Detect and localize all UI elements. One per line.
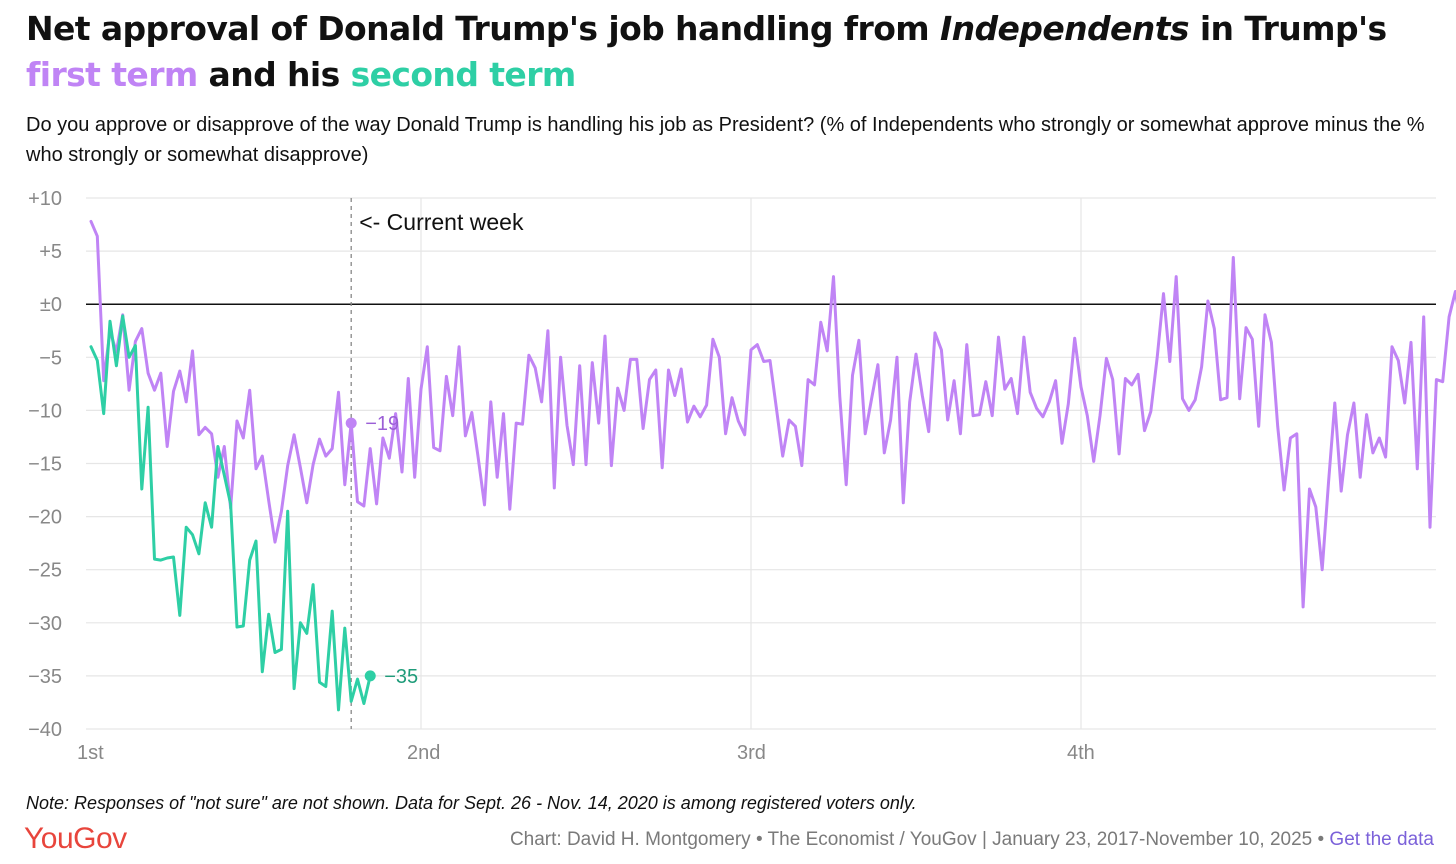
y-tick-label: −15 — [28, 454, 62, 476]
x-tick-label: 3rd — [737, 742, 766, 764]
y-tick-label: ±0 — [40, 294, 62, 316]
series-line-first-term — [89, 219, 1456, 609]
line-chart: +10 +5 ±0 −5 −10 −15 −20 −25 −30 −35 −40 1st 2nd 3rd… — [28, 188, 1456, 764]
footnote: Note: Responses of "not sure" are not sh… — [26, 793, 917, 813]
x-tick-label: 2nd — [407, 742, 440, 764]
end-value-label: −19 — [365, 413, 399, 435]
current-week-annotation: <- Current week — [359, 209, 524, 235]
end-labels: −19 −35 — [345, 413, 418, 688]
y-axis: +10 +5 ±0 −5 −10 −15 −20 −25 −30 −35 −40 — [28, 188, 62, 741]
title-second-term: second term — [350, 55, 577, 94]
series-line-second-term — [89, 314, 372, 712]
credit-line: Chart: David H. Montgomery • The Economi… — [510, 829, 1434, 851]
y-tick-label: +10 — [28, 188, 62, 210]
x-tick-label: 1st — [77, 742, 104, 764]
title-italic: Independents — [939, 9, 1190, 48]
title-part2: in Trump's — [1188, 9, 1387, 48]
chart-subtitle: Do you approve or disapprove of the way … — [26, 114, 1425, 166]
end-point-marker — [345, 417, 357, 429]
title-part3: and his — [197, 55, 351, 94]
y-tick-label: −20 — [28, 507, 62, 529]
gridlines — [86, 197, 1436, 730]
y-tick-label: −30 — [28, 613, 62, 635]
chart-title: Net approval of Donald Trump's job handl… — [26, 6, 1426, 98]
end-point-marker — [364, 670, 376, 682]
y-tick-label: −40 — [28, 719, 62, 741]
title-part1: Net approval of Donald Trump's job handl… — [26, 9, 940, 48]
y-tick-label: −25 — [28, 560, 62, 582]
yougov-logo: YouGov — [24, 822, 127, 855]
y-tick-label: +5 — [39, 241, 62, 263]
end-value-label: −35 — [384, 666, 418, 688]
series-group — [89, 219, 1456, 712]
y-tick-label: −5 — [39, 347, 62, 369]
title-first-term: first term — [26, 55, 198, 94]
x-tick-label: 4th — [1067, 742, 1095, 764]
y-tick-label: −10 — [28, 400, 62, 422]
get-the-data-link[interactable]: Get the data — [1329, 829, 1434, 850]
credit-text: Chart: David H. Montgomery • The Economi… — [509, 829, 1330, 850]
y-tick-label: −35 — [28, 666, 62, 688]
x-axis: 1st 2nd 3rd 4th — [77, 742, 1095, 764]
